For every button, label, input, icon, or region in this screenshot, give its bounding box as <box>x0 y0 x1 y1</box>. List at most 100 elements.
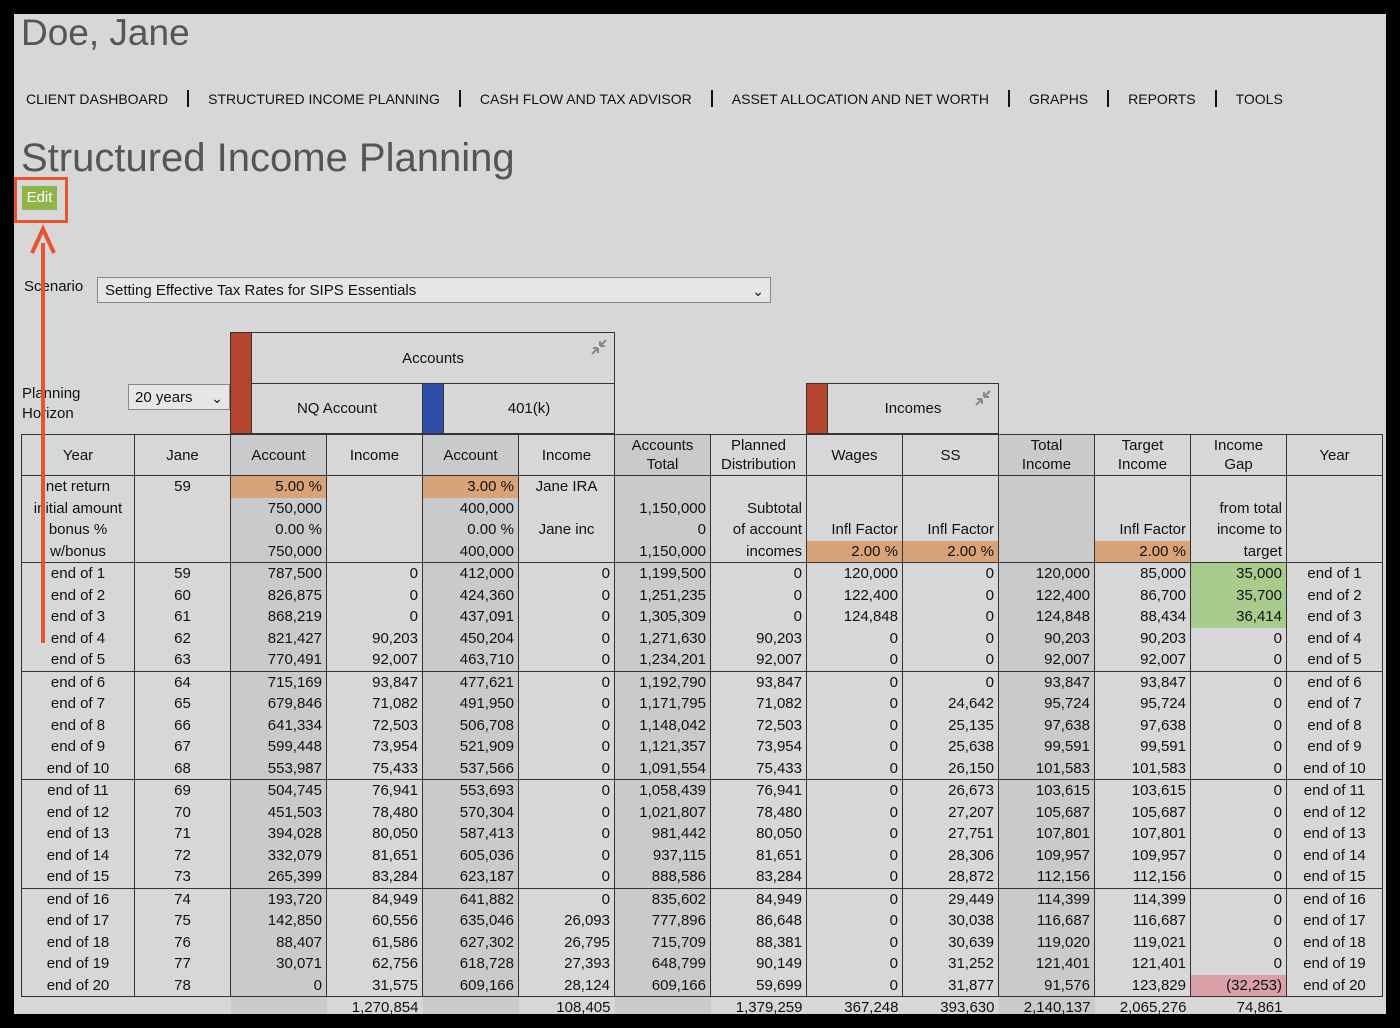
nav-item-client-dashboard[interactable]: CLIENT DASHBOARD <box>26 90 169 107</box>
table-cell: 0 <box>1190 627 1287 649</box>
nav-item-structured-income-planning[interactable]: STRUCTURED INCOME PLANNING <box>208 90 440 107</box>
table-cell: 29,449 <box>902 887 999 910</box>
scenario-select[interactable]: Setting Effective Tax Rates for SIPS Ess… <box>97 277 771 303</box>
column-header-text: Gap <box>1224 456 1253 473</box>
collapse-icon[interactable] <box>973 388 993 408</box>
table-cell: 0 <box>806 953 903 975</box>
table-row: end of 8 66 641,334 72,503 506,708 0 1,148,042… <box>21 714 1383 736</box>
table-cell: 537,566 <box>422 757 519 780</box>
column-header-text: Accounts <box>631 437 694 454</box>
table-cell: 0 <box>1190 887 1287 910</box>
table-cell: 0 <box>806 866 903 888</box>
table-cell: 553,987 <box>230 757 327 780</box>
table-cell: end of 12 <box>21 801 135 823</box>
table-cell: 120,000 <box>806 562 903 585</box>
table-cell: end of 13 <box>21 823 135 845</box>
table-cell <box>998 540 1095 563</box>
table-cell: 0 <box>902 670 999 693</box>
table-cell: end of 17 <box>1286 910 1383 932</box>
table-cell <box>1286 519 1383 541</box>
table-cell: 0 <box>1190 823 1287 845</box>
table-cell: 0 <box>806 627 903 649</box>
table-cell[interactable]: 5.00 % <box>230 475 327 498</box>
table-cell: 1,234,201 <box>614 649 711 671</box>
table-cell: 0 <box>806 714 903 736</box>
main-nav: CLIENT DASHBOARD STRUCTURED INCOME PLANNI… <box>26 90 1283 107</box>
table-cell: 27,751 <box>902 823 999 845</box>
table-cell: 0 <box>518 823 615 845</box>
table-cell: 97,638 <box>998 714 1095 736</box>
edit-button[interactable]: Edit <box>22 186 57 210</box>
incomes-group-label: Incomes <box>884 400 942 417</box>
table-cell[interactable]: 2.00 % <box>806 540 903 563</box>
table-cell: 1,271,630 <box>614 627 711 649</box>
nq-account-group-header: NQ Account <box>251 383 423 434</box>
table-cell: end of 11 <box>1286 779 1383 802</box>
collapse-icon[interactable] <box>589 337 609 357</box>
table-row: end of 5 63 770,491 92,007 463,710 0 1,234,201… <box>21 649 1383 671</box>
table-cell: end of 6 <box>1286 670 1383 693</box>
table-cell: of account <box>710 519 807 541</box>
table-cell: 30,071 <box>230 953 327 975</box>
table-cell: 77 <box>134 953 231 975</box>
table-cell: 85,000 <box>1094 562 1191 585</box>
param-row: bonus % 0.00 % 0.00 % Jane inc 0 of account In… <box>21 519 1383 541</box>
nav-item-graphs[interactable]: GRAPHS <box>1029 90 1089 107</box>
accounts-group-label: Accounts <box>402 349 464 367</box>
table-cell: 26,093 <box>518 910 615 932</box>
table-cell: 26,150 <box>902 757 999 780</box>
table-cell: target <box>1190 540 1287 563</box>
table-row: end of 11 69 504,745 76,941 553,693 0 1,058,43… <box>21 779 1383 802</box>
table-cell: end of 5 <box>21 649 135 671</box>
table-cell: 0 <box>806 844 903 866</box>
table-row: end of 18 76 88,407 61,586 627,302 26,795 715,… <box>21 931 1383 953</box>
table-cell: Infl Factor <box>806 519 903 541</box>
table-cell: 66 <box>134 714 231 736</box>
table-cell: 30,038 <box>902 910 999 932</box>
nav-separator <box>1107 90 1110 107</box>
table-cell: 61 <box>134 606 231 628</box>
table-cell[interactable]: 2.00 % <box>1094 540 1191 563</box>
table-cell: 81,651 <box>326 844 423 866</box>
arrow-up-icon <box>30 224 56 643</box>
table-cell: 103,615 <box>998 779 1095 802</box>
table-cell: 777,896 <box>614 910 711 932</box>
table-cell: end of 3 <box>1286 606 1383 628</box>
table-cell: 679,846 <box>230 693 327 715</box>
k401-color-swatch <box>422 383 444 434</box>
planning-horizon-select[interactable]: 20 years ⌄ <box>128 384 230 410</box>
table-cell: 72 <box>134 844 231 866</box>
table-cell <box>998 475 1095 498</box>
nav-item-asset-allocation-and-net-worth[interactable]: ASSET ALLOCATION AND NET WORTH <box>731 90 990 107</box>
column-header-text: Year <box>1319 446 1350 464</box>
table-cell: 553,693 <box>422 779 519 802</box>
table-cell: 0 <box>806 757 903 780</box>
table-cell: 1,058,439 <box>614 779 711 802</box>
table-cell: 888,586 <box>614 866 711 888</box>
table-cell[interactable]: 2.00 % <box>902 540 999 563</box>
table-cell: 78 <box>134 974 231 997</box>
table-cell: 84,949 <box>710 887 807 910</box>
table-cell: Subtotal <box>710 497 807 519</box>
table-row: end of 9 67 599,448 73,954 521,909 0 1,121,357… <box>21 736 1383 758</box>
nav-item-reports[interactable]: REPORTS <box>1128 90 1196 107</box>
nav-item-cash-flow-and-tax-advisor[interactable]: CASH FLOW AND TAX ADVISOR <box>479 90 692 107</box>
table-cell: 0 <box>518 606 615 628</box>
table-cell: 109,957 <box>1094 844 1191 866</box>
table-cell[interactable]: 3.00 % <box>422 475 519 498</box>
table-cell: 1,171,795 <box>614 693 711 715</box>
table-cell: end of 2 <box>1286 584 1383 606</box>
table-cell: 121,401 <box>998 953 1095 975</box>
table-cell: 491,950 <box>422 693 519 715</box>
totals-row: 1,270,854 108,405 1,379,259 367,248 393,630 2… <box>22 996 1383 1014</box>
table-cell: 73,954 <box>710 736 807 758</box>
table-row: end of 19 77 30,071 62,756 618,728 27,393 648,… <box>21 953 1383 975</box>
table-cell: 73 <box>134 866 231 888</box>
nav-item-tools[interactable]: TOOLS <box>1235 90 1283 107</box>
param-row: initial amount 750,000 400,000 1,150,000 Sub… <box>21 497 1383 519</box>
table-cell: 80,050 <box>326 823 423 845</box>
table-cell: end of 1 <box>1286 562 1383 585</box>
table-cell <box>806 497 903 519</box>
table-cell: 90,203 <box>998 627 1095 649</box>
table-cell: 76,941 <box>710 779 807 802</box>
